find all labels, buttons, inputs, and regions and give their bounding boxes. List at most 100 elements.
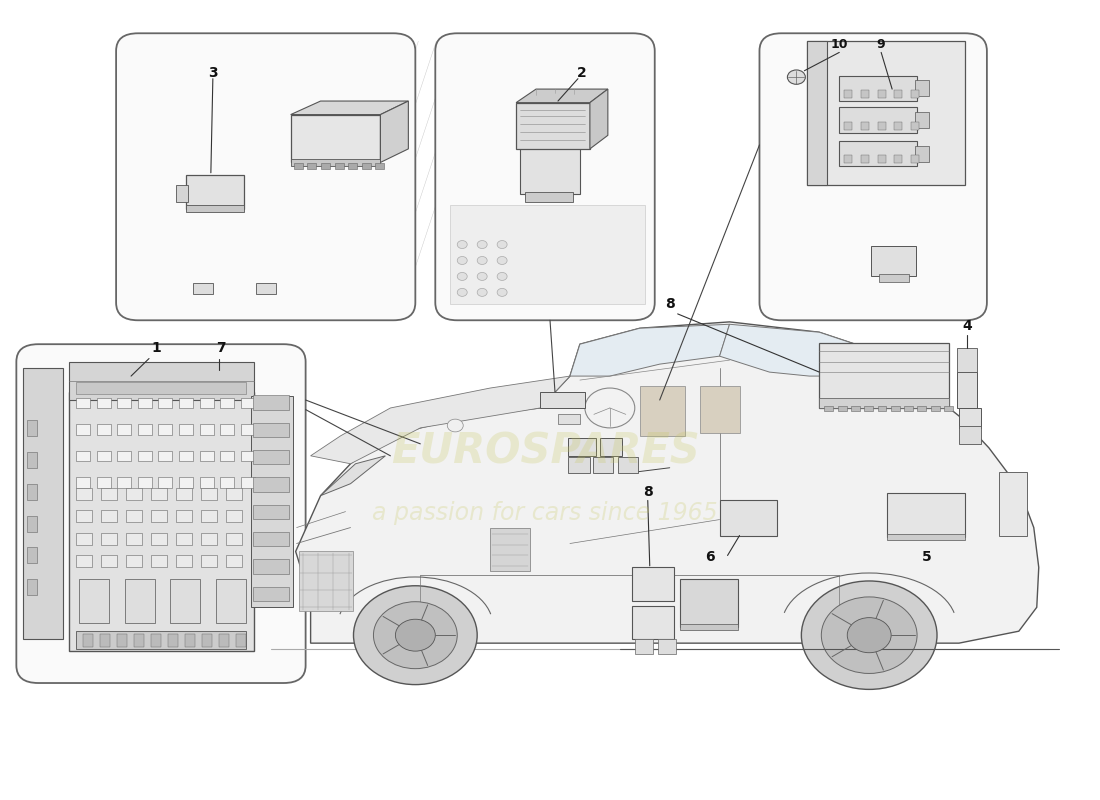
FancyBboxPatch shape — [16, 344, 306, 683]
Bar — [516, 102, 590, 149]
Circle shape — [373, 602, 458, 669]
Text: 4: 4 — [962, 319, 971, 333]
Bar — [97, 478, 111, 488]
Circle shape — [497, 288, 507, 296]
Bar — [253, 450, 288, 464]
Bar — [917, 406, 926, 411]
Bar — [76, 450, 90, 461]
Polygon shape — [290, 101, 408, 114]
Bar — [158, 450, 173, 461]
Bar — [216, 579, 245, 623]
Bar — [807, 42, 965, 185]
Bar — [861, 122, 869, 130]
Bar — [126, 510, 142, 522]
Bar — [911, 155, 920, 163]
Bar — [618, 458, 638, 474]
Text: 1: 1 — [151, 341, 161, 355]
Text: 5: 5 — [922, 550, 932, 564]
Bar — [658, 639, 675, 654]
Bar — [635, 639, 652, 654]
Bar — [134, 634, 144, 647]
Bar — [28, 579, 37, 595]
Bar — [69, 362, 254, 400]
Bar — [851, 406, 860, 411]
Bar — [957, 348, 977, 372]
Bar — [97, 398, 111, 408]
Bar — [179, 478, 192, 488]
Bar — [568, 458, 590, 474]
Bar — [126, 533, 142, 545]
Bar — [321, 163, 330, 169]
Bar — [192, 283, 213, 294]
Bar — [525, 192, 573, 202]
Bar — [176, 185, 188, 202]
Bar — [84, 634, 94, 647]
Bar — [151, 533, 167, 545]
Text: 6: 6 — [705, 550, 714, 564]
Polygon shape — [590, 89, 608, 149]
Bar — [362, 163, 371, 169]
Bar — [871, 246, 916, 277]
Circle shape — [788, 70, 805, 84]
Bar — [294, 163, 302, 169]
Circle shape — [458, 288, 468, 296]
Bar — [199, 478, 213, 488]
Bar — [138, 424, 152, 434]
Text: 10: 10 — [830, 38, 848, 50]
Circle shape — [822, 597, 917, 674]
Bar — [76, 631, 245, 649]
Bar — [226, 488, 242, 500]
Bar — [640, 386, 684, 436]
Bar — [959, 426, 981, 444]
Bar — [904, 406, 913, 411]
Polygon shape — [320, 456, 385, 496]
Bar — [290, 114, 381, 162]
Bar — [879, 274, 909, 282]
Bar — [253, 478, 288, 491]
Bar — [845, 90, 853, 98]
Bar — [176, 533, 191, 545]
Bar — [179, 424, 192, 434]
Bar — [28, 484, 37, 500]
Bar — [839, 141, 917, 166]
Bar — [186, 175, 244, 209]
Circle shape — [458, 241, 468, 249]
Bar — [593, 458, 613, 474]
Bar — [179, 450, 192, 461]
Polygon shape — [570, 324, 729, 376]
Bar — [151, 510, 167, 522]
Bar — [558, 414, 580, 424]
Bar — [568, 438, 596, 456]
Bar — [241, 478, 255, 488]
Bar — [138, 450, 152, 461]
Bar — [253, 422, 288, 437]
Bar — [253, 395, 288, 410]
Bar — [894, 90, 902, 98]
Bar — [255, 283, 276, 294]
Bar — [100, 634, 110, 647]
Bar — [837, 406, 847, 411]
Bar — [97, 424, 111, 434]
Bar — [631, 606, 673, 639]
Circle shape — [802, 581, 937, 690]
Bar — [76, 398, 90, 408]
Bar — [151, 555, 167, 567]
Bar — [334, 163, 343, 169]
FancyBboxPatch shape — [759, 34, 987, 320]
Bar — [28, 452, 37, 468]
Bar — [138, 398, 152, 408]
Bar — [450, 205, 645, 304]
Bar — [915, 146, 930, 162]
Bar — [158, 398, 173, 408]
Text: EUROSPARES: EUROSPARES — [390, 431, 700, 473]
Bar — [491, 527, 530, 571]
Polygon shape — [296, 322, 1038, 643]
Bar — [878, 406, 887, 411]
Bar — [201, 488, 217, 500]
Bar — [101, 555, 117, 567]
Circle shape — [497, 257, 507, 265]
Bar — [118, 450, 131, 461]
Bar — [199, 398, 213, 408]
Polygon shape — [516, 89, 608, 102]
Bar — [253, 505, 288, 519]
